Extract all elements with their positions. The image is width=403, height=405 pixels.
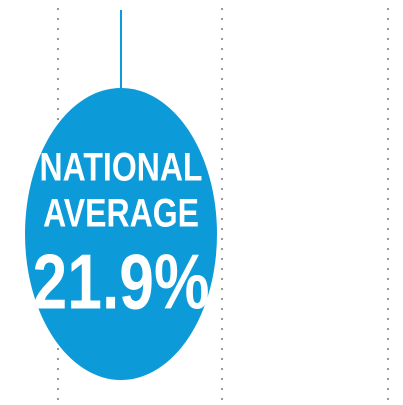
- badge-value: 21.9%: [33, 238, 210, 325]
- badge-ellipse: [25, 88, 217, 380]
- badge-line2: AVERAGE: [43, 190, 199, 235]
- badge-line1: NATIONAL: [40, 144, 203, 189]
- badge-text: NATIONAL AVERAGE 21.9%: [33, 144, 210, 325]
